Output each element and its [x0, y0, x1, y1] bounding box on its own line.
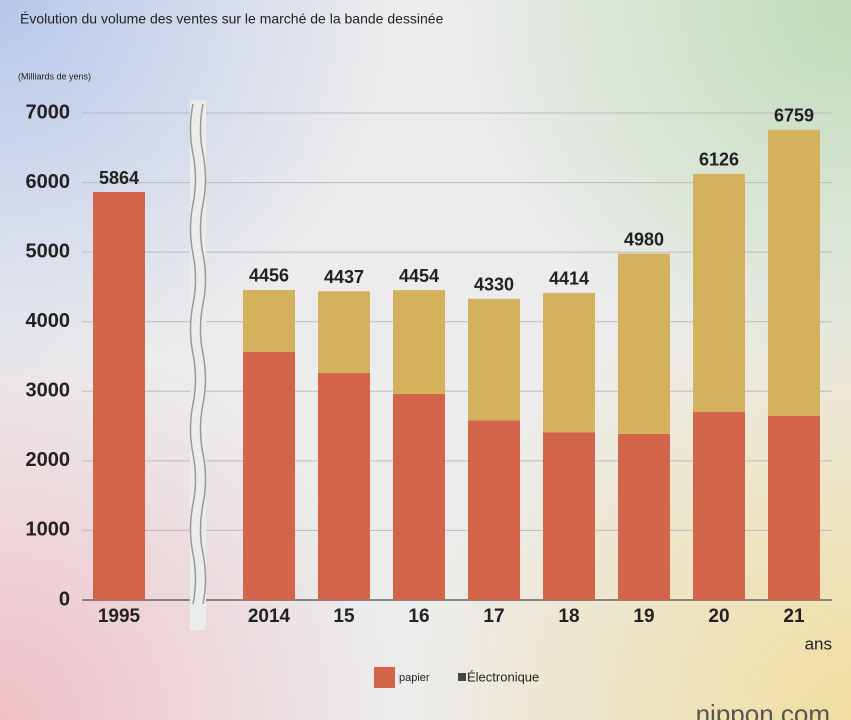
x-tick-label: 21	[783, 606, 805, 627]
y-tick-label: 0	[59, 588, 70, 610]
legend-label: Électronique	[467, 669, 539, 684]
bar-segment	[693, 173, 745, 412]
total-label: 4454	[399, 266, 439, 286]
y-tick-label: 6000	[26, 171, 71, 193]
legend-swatch	[458, 673, 466, 681]
x-tick-label: 18	[558, 606, 579, 627]
bar-segment	[243, 351, 295, 600]
x-tick-label: 1995	[98, 606, 141, 627]
y-tick-label: 2000	[26, 449, 71, 471]
bar-segment	[768, 129, 820, 416]
total-label: 5864	[99, 168, 139, 188]
y-axis-label: (Milliards de yens)	[18, 71, 91, 81]
axis-break	[189, 100, 207, 630]
bar-segment	[93, 192, 145, 600]
x-tick-label: 15	[333, 606, 355, 627]
y-tick-label: 7000	[26, 101, 71, 123]
bar-segment	[468, 420, 520, 600]
bar-segment	[543, 432, 595, 600]
total-label: 4456	[249, 266, 289, 286]
x-tick-label: 2014	[248, 606, 291, 627]
y-tick-label: 4000	[26, 310, 71, 332]
x-tick-label: 20	[708, 606, 729, 627]
bar-segment	[543, 292, 595, 433]
bar-segment	[243, 289, 295, 352]
bar-segment	[768, 415, 820, 600]
total-label: 4330	[474, 275, 514, 295]
total-label: 6126	[699, 150, 739, 170]
x-tick-label: 19	[633, 606, 654, 627]
bar-segment	[393, 393, 445, 600]
bar-segment	[468, 298, 520, 421]
legend-swatch	[374, 667, 395, 688]
x-axis-label: ans	[805, 634, 832, 653]
bar-segment	[393, 290, 445, 394]
total-label: 6759	[774, 106, 814, 126]
total-label: 4437	[324, 267, 364, 287]
legend-label: papier	[399, 672, 430, 684]
grid: 0 1000 2000 3000 4000 5000 6000 7000	[26, 101, 832, 610]
legend: papier Électronique	[374, 667, 539, 688]
bar-segment	[318, 372, 370, 600]
bars: 5864 1995 4456 2014 4437 15 4454 16 4330 17 4414 18…	[93, 106, 820, 627]
total-label: 4980	[624, 229, 664, 249]
bar-segment	[618, 253, 670, 434]
y-tick-label: 3000	[26, 380, 71, 402]
x-tick-label: 16	[408, 606, 429, 627]
bar-segment	[618, 433, 670, 600]
chart-title: Évolution du volume des ventes sur le ma…	[20, 11, 444, 27]
y-tick-label: 5000	[26, 240, 71, 262]
source: nippon.com	[696, 699, 830, 720]
x-tick-label: 17	[483, 606, 504, 627]
bar-segment	[318, 291, 370, 373]
bar-segment	[693, 411, 745, 600]
total-label: 4414	[549, 269, 589, 289]
y-tick-label: 1000	[26, 519, 71, 541]
